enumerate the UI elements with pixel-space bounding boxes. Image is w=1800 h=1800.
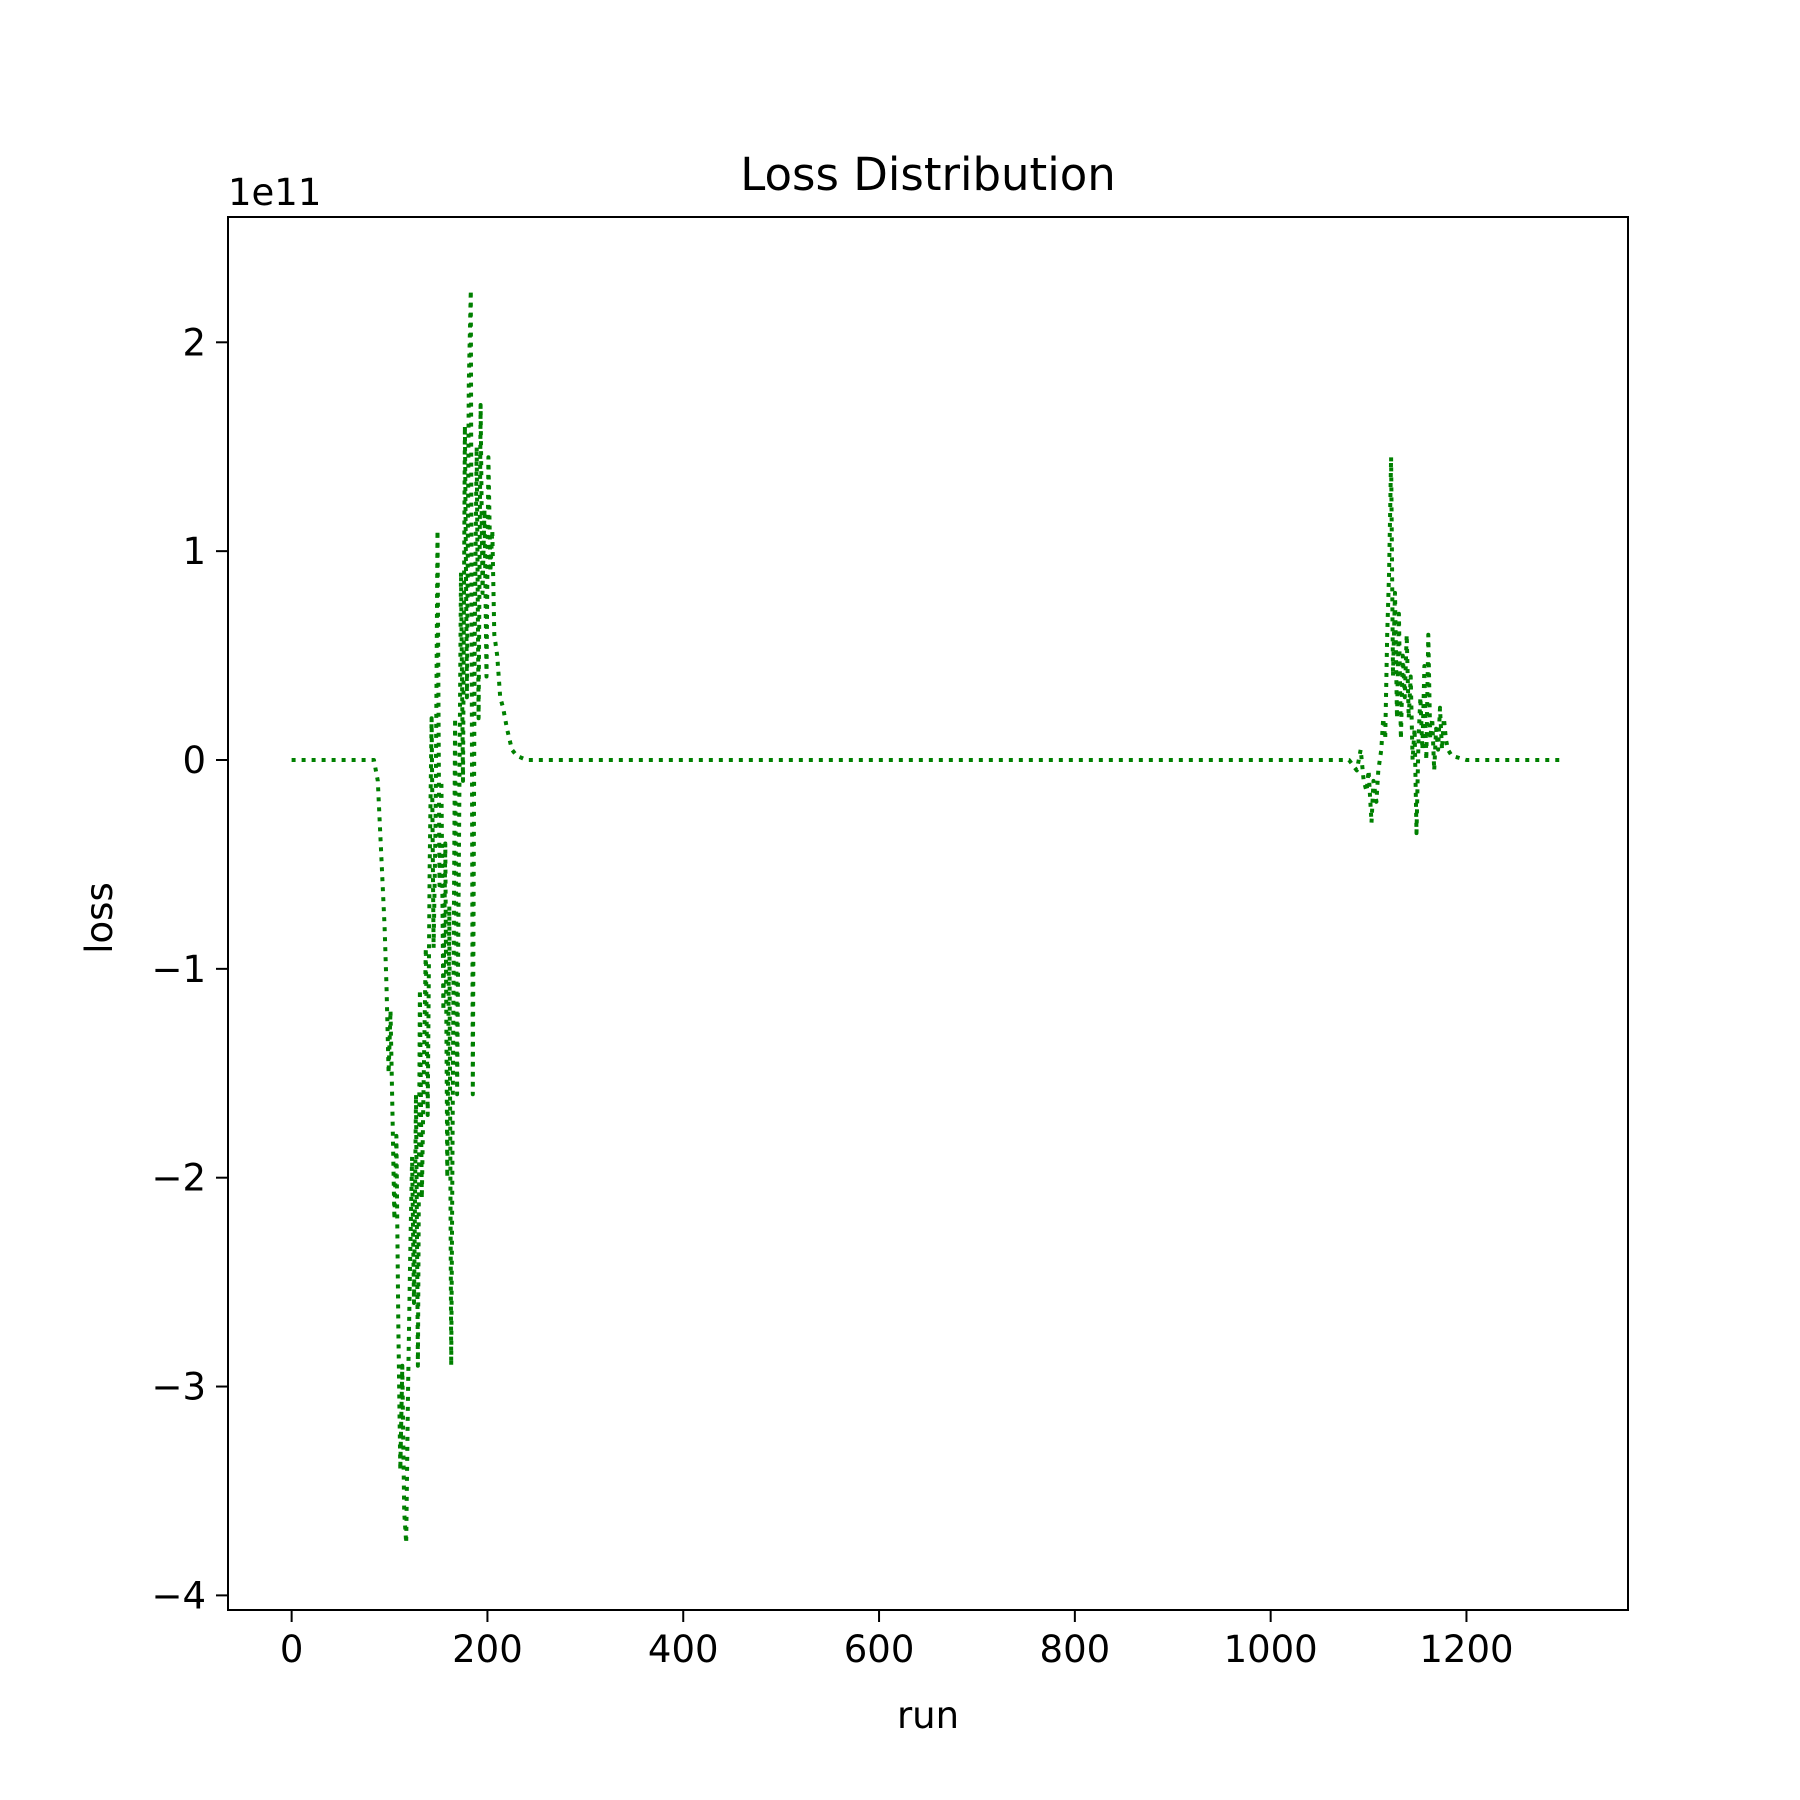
y-tick-label: −4 [151,1574,206,1617]
y-axis-ticks: −4 −3 −2 −1 0 1 2 [151,321,228,1617]
y-axis-offset-text: 1e11 [228,171,321,214]
series-line [291,288,1560,1546]
x-axis-label: run [897,1694,959,1737]
x-tick-label: 1000 [1224,1628,1318,1671]
plot-frame [227,216,1629,1611]
plot-area [228,217,1628,1610]
y-tick-label: 2 [182,321,206,364]
y-tick-label: −3 [151,1366,206,1409]
series-layer [291,288,1560,1546]
x-tick-label: 0 [280,1628,304,1671]
y-tick-label: 0 [182,739,206,782]
y-tick-label: −2 [151,1157,206,1200]
x-tick-label: 200 [452,1628,523,1671]
y-tick-label: 1 [182,530,206,573]
y-tick-label: −1 [151,948,206,991]
x-axis-ticks: 0 200 400 600 800 1000 1200 [280,1610,1514,1671]
x-tick-label: 600 [844,1628,915,1671]
x-tick-label: 800 [1040,1628,1111,1671]
x-tick-label: 1200 [1419,1628,1513,1671]
y-axis-label: loss [78,882,121,953]
x-tick-label: 400 [648,1628,719,1671]
chart-title: Loss Distribution [740,148,1116,201]
